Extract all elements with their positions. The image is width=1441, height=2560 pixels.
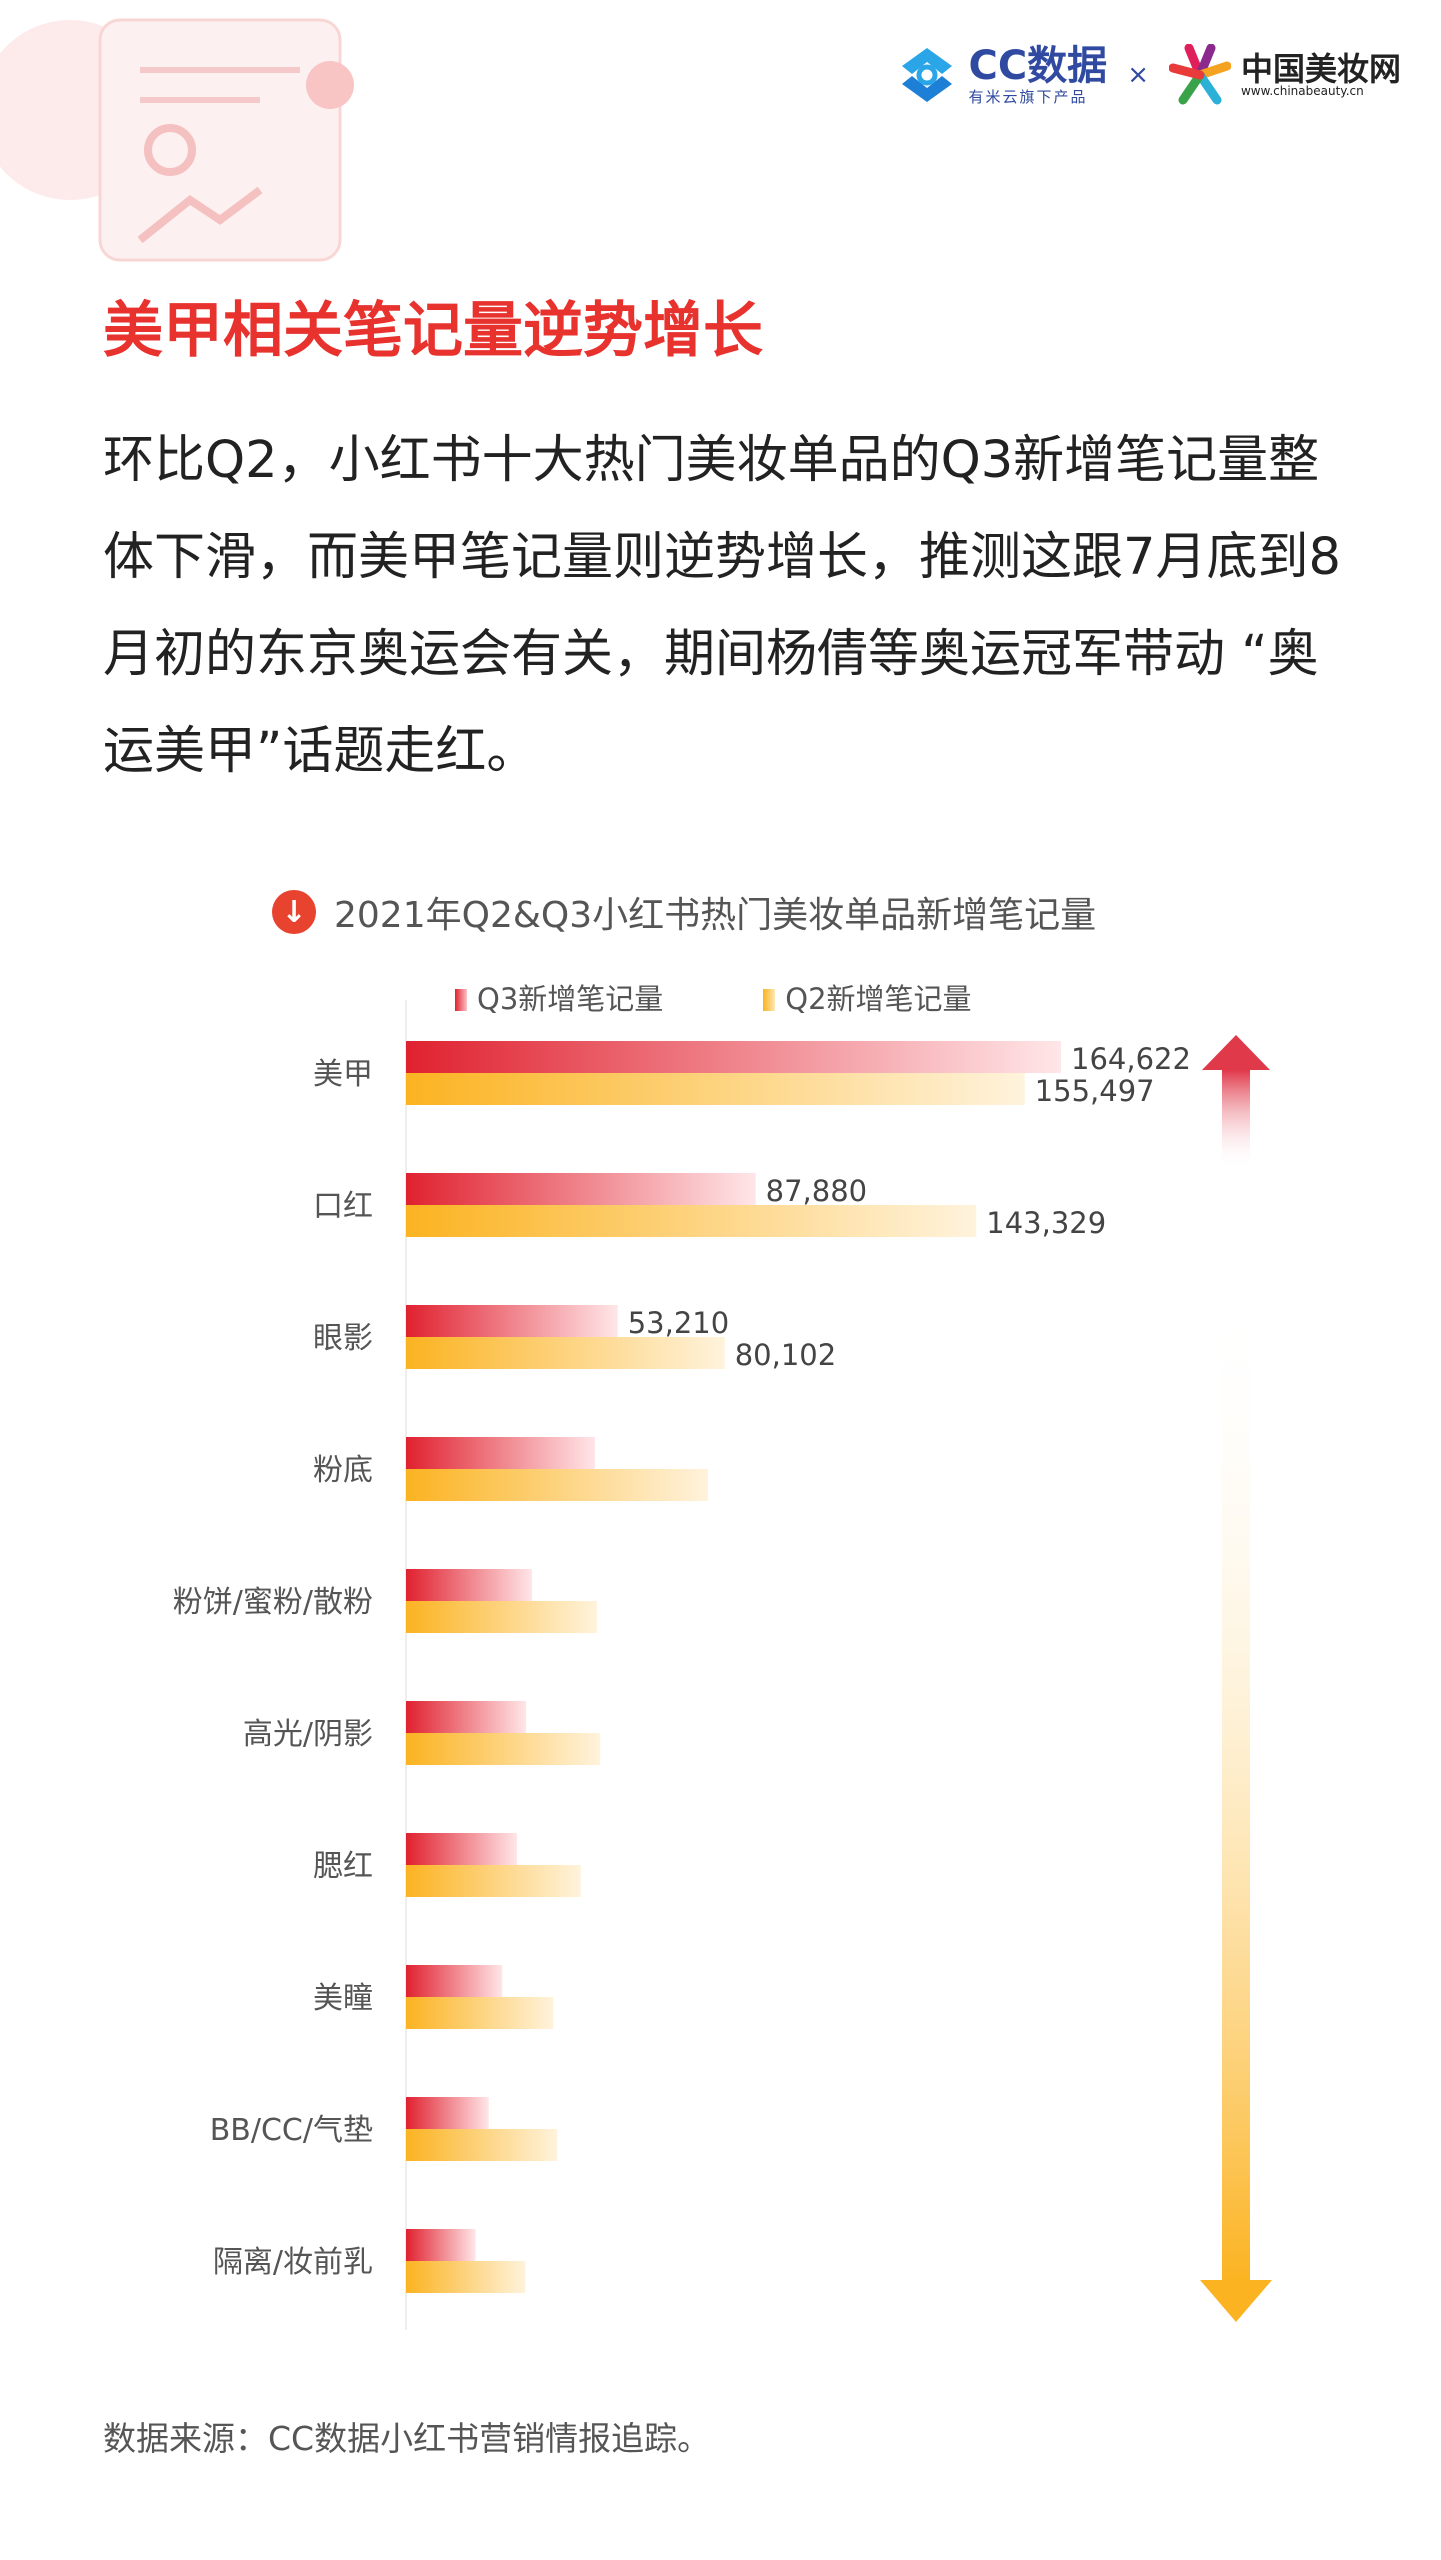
cc-logo-name: CC数据 [968, 42, 1108, 89]
decorative-document-illustration [0, 18, 354, 262]
legend-item-q3: Q3新增笔记量 [455, 976, 663, 1018]
q3-bar [406, 1305, 618, 1337]
headline: 美甲相关笔记量逆势增长 [103, 296, 763, 366]
category-label: 腮红 [313, 1849, 373, 1884]
chinabeauty-url: www.chinabeauty.cn [1240, 84, 1364, 98]
category-label: 眼影 [313, 1321, 373, 1356]
q3-bar [406, 1041, 1061, 1073]
legend-label-q2: Q2新增笔记量 [785, 982, 972, 1016]
chinabeauty-name: 中国美妆网 [1240, 50, 1401, 88]
q2-bar [406, 2129, 558, 2161]
q2-value-label: 80,102 [735, 1338, 836, 1372]
category-label: 美甲 [313, 1057, 373, 1092]
trend-arrow-down [1200, 1290, 1272, 2322]
legend-item-q2: Q2新增笔记量 [763, 976, 972, 1018]
q3-value-label: 164,622 [1071, 1042, 1191, 1076]
chart-title: ↓ 2021年Q2&Q3小红书热门美妆单品新增笔记量 [272, 886, 1096, 938]
q3-bar [406, 2097, 489, 2129]
q3-bar [406, 1437, 595, 1469]
cc-data-logo: CC数据 有米云旗下产品 [896, 44, 1107, 106]
q3-bar [406, 1173, 756, 1205]
q3-bar [406, 2229, 476, 2261]
q2-value-label: 155,497 [1035, 1074, 1155, 1108]
trend-arrow-up [1202, 1035, 1270, 1170]
q2-bar [406, 1865, 581, 1897]
legend-label-q3: Q3新增笔记量 [477, 982, 664, 1016]
body-paragraph: 环比Q2，小红书十大热门美妆单品的Q3新增笔记量整体下滑，而美甲笔记量则逆势增长… [103, 431, 1341, 781]
q3-bar [406, 1701, 527, 1733]
q2-bar [406, 1733, 601, 1765]
cc-logo-tagline: 有米云旗下产品 [968, 87, 1088, 106]
header-logos: CC数据 有米云旗下产品 × 中国美妆网 www.chinabeauty.cn [896, 44, 1401, 106]
q2-bar [406, 1205, 977, 1237]
chart-legend: Q3新增笔记量 Q2新增笔记量 [455, 976, 972, 1018]
q2-bar [406, 1469, 708, 1501]
down-arrow-circle-icon: ↓ [272, 890, 316, 934]
data-source-note: 数据来源：CC数据小红书营销情报追踪。 [103, 2419, 711, 2458]
category-label: 粉饼/蜜粉/散粉 [173, 1585, 373, 1620]
q2-bar [406, 1337, 725, 1369]
category-label: 隔离/妆前乳 [213, 2245, 373, 2280]
q3-value-label: 87,880 [766, 1174, 867, 1208]
q3-bar [406, 1965, 503, 1997]
category-label: 美瞳 [313, 1981, 373, 2016]
q3-bar [406, 1569, 533, 1601]
category-label: BB/CC/气垫 [210, 2113, 373, 2148]
chinabeauty-star-icon [1168, 44, 1231, 105]
logo-separator: × [1127, 60, 1149, 90]
chinabeauty-logo: 中国美妆网 www.chinabeauty.cn [1168, 44, 1401, 106]
q2-bar [406, 2261, 526, 2293]
cc-logo-icon [902, 48, 953, 102]
q2-bar [406, 1601, 597, 1633]
q3-value-label: 53,210 [628, 1306, 729, 1340]
q2-bar [406, 1073, 1025, 1105]
chart-title-text: 2021年Q2&Q3小红书热门美妆单品新增笔记量 [334, 895, 1097, 936]
category-label: 口红 [313, 1189, 373, 1224]
q3-bar [406, 1833, 518, 1865]
category-label: 粉底 [313, 1453, 373, 1488]
q2-bar [406, 1997, 554, 2029]
category-label: 高光/阴影 [243, 1717, 373, 1752]
q2-value-label: 143,329 [986, 1206, 1106, 1240]
